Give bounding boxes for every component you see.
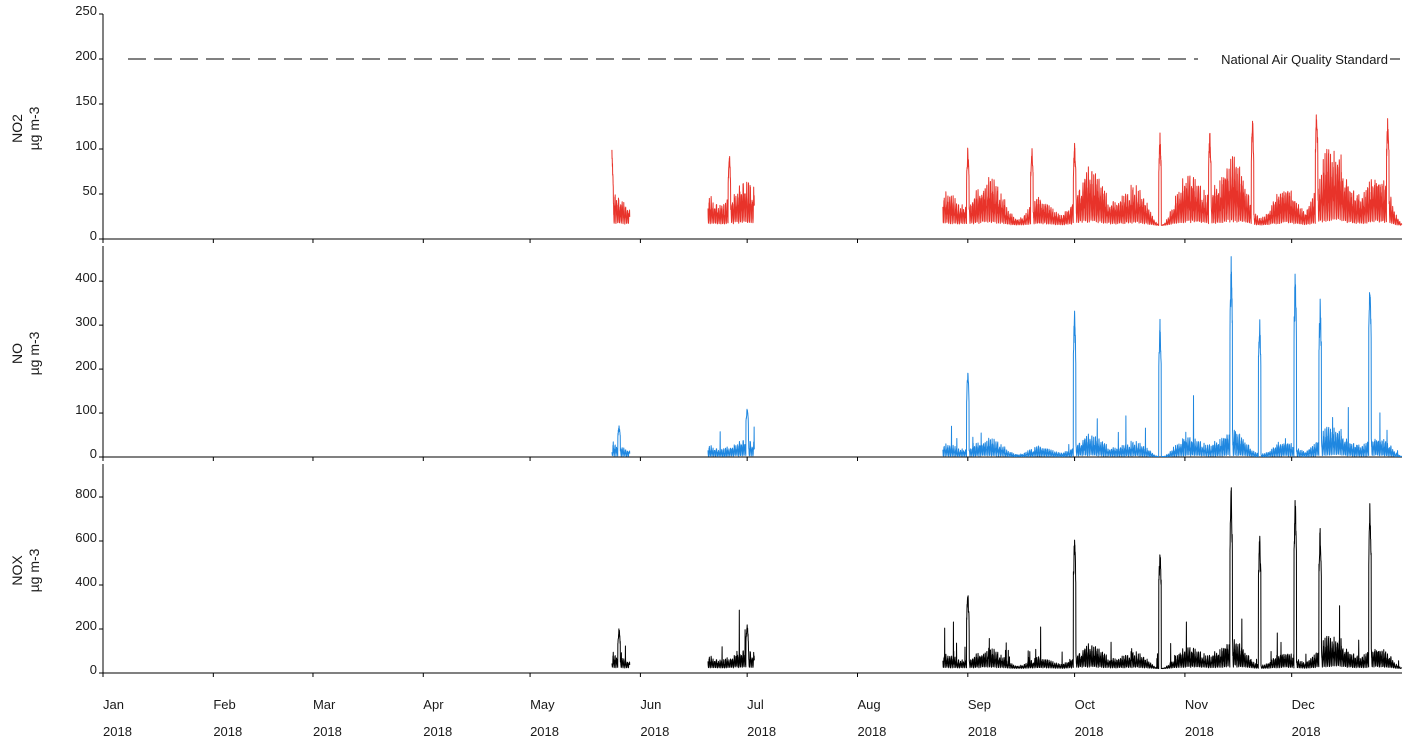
x-tick-label-year: 2018 bbox=[1075, 724, 1104, 739]
x-tick-label-month: Nov bbox=[1185, 697, 1209, 712]
x-tick-label-year: 2018 bbox=[530, 724, 559, 739]
y-tick-label: 250 bbox=[75, 3, 97, 18]
x-tick-label-month: Jun bbox=[640, 697, 661, 712]
x-tick-label-year: 2018 bbox=[103, 724, 132, 739]
series-nox-segment-1 bbox=[611, 628, 631, 669]
series-no2-segment-1 bbox=[611, 149, 631, 225]
y-tick-label: 200 bbox=[75, 48, 97, 63]
y-tick-label: 0 bbox=[90, 446, 97, 461]
x-tick-label-month: Aug bbox=[857, 697, 880, 712]
y-tick-label: 400 bbox=[75, 574, 97, 589]
series-no-segment-1 bbox=[611, 425, 631, 457]
y-tick-label: 600 bbox=[75, 530, 97, 545]
panel-no2: 0 50 100 150 200 250 NO2 µg m-3 National Air Qua… bbox=[9, 3, 1403, 243]
y-axis-title-pollutant: NO2 bbox=[9, 114, 25, 143]
y-axis-title: NO2 µg m-3 bbox=[9, 106, 42, 150]
x-tick-label-month: Jul bbox=[747, 697, 764, 712]
x-tick-label-month: Dec bbox=[1292, 697, 1316, 712]
x-tick-label-year: 2018 bbox=[857, 724, 886, 739]
x-tick-label-month: Sep bbox=[968, 697, 991, 712]
x-tick-label-year: 2018 bbox=[968, 724, 997, 739]
y-tick-label: 50 bbox=[83, 183, 97, 198]
x-tick-label-year: 2018 bbox=[1185, 724, 1214, 739]
x-tick-label-year: 2018 bbox=[313, 724, 342, 739]
y-tick-label: 0 bbox=[90, 662, 97, 677]
series-nox-segment-3 bbox=[942, 487, 1403, 670]
series-no2-segment-2 bbox=[707, 156, 755, 225]
y-axis-title-pollutant: NOX bbox=[9, 555, 25, 586]
y-axis-title-unit: µg m-3 bbox=[26, 548, 42, 592]
x-axis-labels: Jan 2018 Feb 2018 Mar 2018 Apr 2018 May 2018 Jun 20… bbox=[103, 697, 1321, 739]
x-tick-label-year: 2018 bbox=[213, 724, 242, 739]
x-tick-label-year: 2018 bbox=[423, 724, 452, 739]
y-tick-label: 800 bbox=[75, 486, 97, 501]
y-tick-label: 300 bbox=[75, 314, 97, 329]
series-no-segment-3 bbox=[942, 256, 1403, 458]
y-tick-label: 200 bbox=[75, 618, 97, 633]
x-tick-label-month: Oct bbox=[1075, 697, 1096, 712]
x-tick-label-month: Mar bbox=[313, 697, 336, 712]
x-tick-label-month: Jan bbox=[103, 697, 124, 712]
y-tick-label: 100 bbox=[75, 138, 97, 153]
y-tick-label: 400 bbox=[75, 270, 97, 285]
panel-nox: 0 200 400 600 800 NOX µg m-3 bbox=[9, 464, 1403, 677]
y-tick-label: 200 bbox=[75, 358, 97, 373]
x-tick-label-month: Feb bbox=[213, 697, 235, 712]
x-tick-label-month: Apr bbox=[423, 697, 444, 712]
reference-line-label: National Air Quality Standard bbox=[1221, 52, 1388, 67]
x-tick-label-year: 2018 bbox=[747, 724, 776, 739]
y-tick-label: 0 bbox=[90, 228, 97, 243]
y-tick-label: 100 bbox=[75, 402, 97, 417]
series-nox-segment-2 bbox=[707, 609, 755, 669]
series-no-segment-2 bbox=[707, 408, 755, 457]
x-tick-label-month: May bbox=[530, 697, 555, 712]
y-axis-title-unit: µg m-3 bbox=[26, 331, 42, 375]
y-axis-title: NO µg m-3 bbox=[9, 331, 42, 375]
y-axis-title-unit: µg m-3 bbox=[26, 106, 42, 150]
x-tick-label-year: 2018 bbox=[640, 724, 669, 739]
y-axis-title: NOX µg m-3 bbox=[9, 548, 42, 592]
series-no2-segment-3 bbox=[942, 114, 1403, 226]
y-axis-title-pollutant: NO bbox=[9, 343, 25, 364]
panel-no: 0 100 200 300 400 NO µg m-3 bbox=[9, 246, 1403, 461]
x-tick-label-year: 2018 bbox=[1292, 724, 1321, 739]
y-tick-label: 150 bbox=[75, 93, 97, 108]
